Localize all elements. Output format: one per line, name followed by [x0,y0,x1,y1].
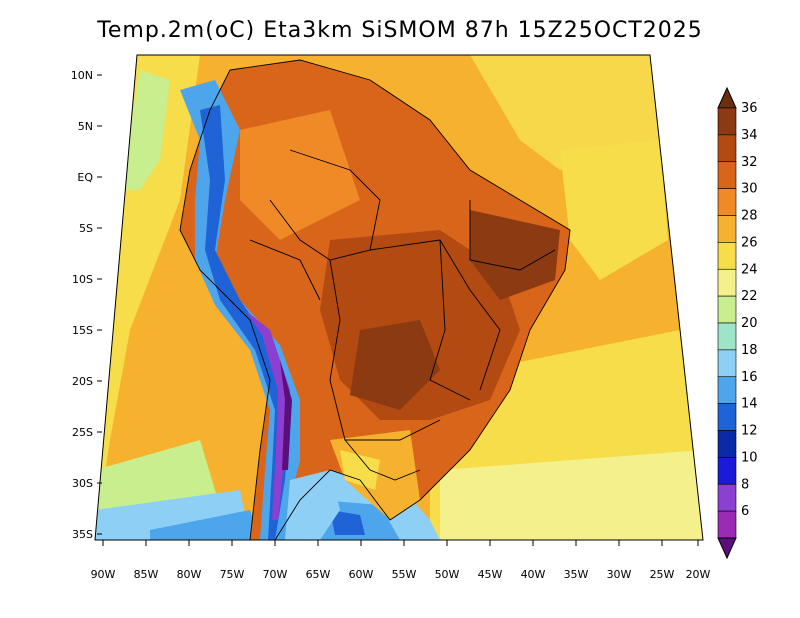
lon-tick-label: 35W [564,568,589,581]
colorbar-segment [717,134,737,163]
pampas-yellow [340,450,380,490]
colorbar-segment [717,376,737,404]
south-america-land [180,60,570,540]
border-peru-bolivia [249,239,321,301]
colorbar-label: 6 [741,504,749,519]
colorbar-label: 22 [741,289,758,304]
coastline-west [179,69,271,540]
colorbar-top-arrow [717,86,737,109]
colorbar-label: 20 [741,316,758,331]
lon-tick-label: 75W [220,568,245,581]
colorbar-label: 24 [741,262,758,277]
latitude-axis: 10N 5N EQ 5S 10S 15S 20S 25S 30S 35S [71,69,102,541]
colorbar-segment [717,107,737,136]
lon-tick-label: 65W [306,568,331,581]
colorbar-segment [717,349,737,378]
plot-frame [94,54,704,541]
lon-tick-label: 60W [349,568,374,581]
pacific-deep-blue [150,510,260,540]
lon-tick-label: 70W [263,568,288,581]
colorbar-label: 16 [741,370,758,385]
border-interior-2 [429,239,471,401]
northeast-hot-zone [470,210,560,300]
amazon-west-orange [240,110,360,240]
colorbar-segment [717,242,737,270]
colorbar-segment [717,483,737,512]
colorbar-label: 12 [741,424,758,439]
lon-tick-label: 30W [607,568,632,581]
lon-tick-label: 45W [478,568,503,581]
colorbar-segment [717,457,737,485]
lon-tick-label: 55W [392,568,417,581]
colorbar-label: 32 [741,155,758,170]
altiplano-coldest [280,360,292,470]
lon-tick-label: 40W [521,568,546,581]
border-northeast [469,200,556,271]
andes-cold-band [200,105,290,540]
colorbar-segment [717,295,737,324]
colorbar-segment [717,403,737,431]
lat-tick-label: 30S [72,477,93,490]
lat-tick-label: 5N [78,120,93,133]
border-south [344,439,421,481]
border-interior-1 [369,239,501,391]
colorbar-label: 14 [741,397,758,412]
lat-tick-label: 20S [72,375,93,388]
colorbar-segment [717,188,737,216]
coastline-east [229,59,571,540]
longitude-axis: 90W 85W 80W 75W 70W 65W 60W 55W 50W 45W … [91,540,711,581]
colorbar-segment [717,161,737,189]
argentine-sea-dark [330,510,365,535]
colorbar-label: 28 [741,209,758,224]
colorbar-label: 26 [741,235,758,250]
lat-tick-label: 10N [71,69,93,82]
lat-tick-label: 35S [72,528,93,541]
lon-tick-label: 20W [686,568,711,581]
lon-tick-label: 90W [91,568,116,581]
colorbar: 36 34 32 30 28 26 24 22 20 18 16 14 12 10 8 6 [717,86,758,560]
map-title: Temp.2m(oC) Eta3km SiSMOM 87h 15Z25OCT20… [97,18,703,43]
south-atlantic-pale [440,450,703,540]
lon-tick-label: 85W [134,568,159,581]
lon-tick-label: 25W [650,568,675,581]
colorbar-segment [717,510,737,539]
patagonia-cool [285,470,340,540]
political-boundaries [179,59,571,540]
lat-tick-label: 25S [72,426,93,439]
colorbar-label: 18 [741,343,758,358]
colorbar-label: 34 [741,128,758,143]
lat-tick-label: 5S [79,222,93,235]
atlantic-yellow-zone-2 [560,140,668,280]
colorbar-label: 36 [741,101,758,116]
colorbar-bottom-arrow [717,537,737,560]
colorbar-label: 10 [741,450,758,465]
lat-tick-label: 10S [72,273,93,286]
lat-tick-label: EQ [77,171,93,184]
colorbar-segment [717,430,737,458]
lon-tick-label: 50W [435,568,460,581]
colorbar-segment [717,322,737,351]
andes-coldest-band [245,310,290,520]
colorbar-label: 30 [741,182,758,197]
atlantic-yellow-zone [470,55,660,170]
colorbar-segment [717,215,737,243]
colorbar-label: 8 [741,477,749,492]
border-brazil-west [329,259,441,441]
colorbar-segment [717,268,737,297]
interior-hottest-zone [350,320,440,410]
lat-tick-label: 15S [72,324,93,337]
lon-tick-label: 80W [177,568,202,581]
pacific-green-north [120,70,170,190]
